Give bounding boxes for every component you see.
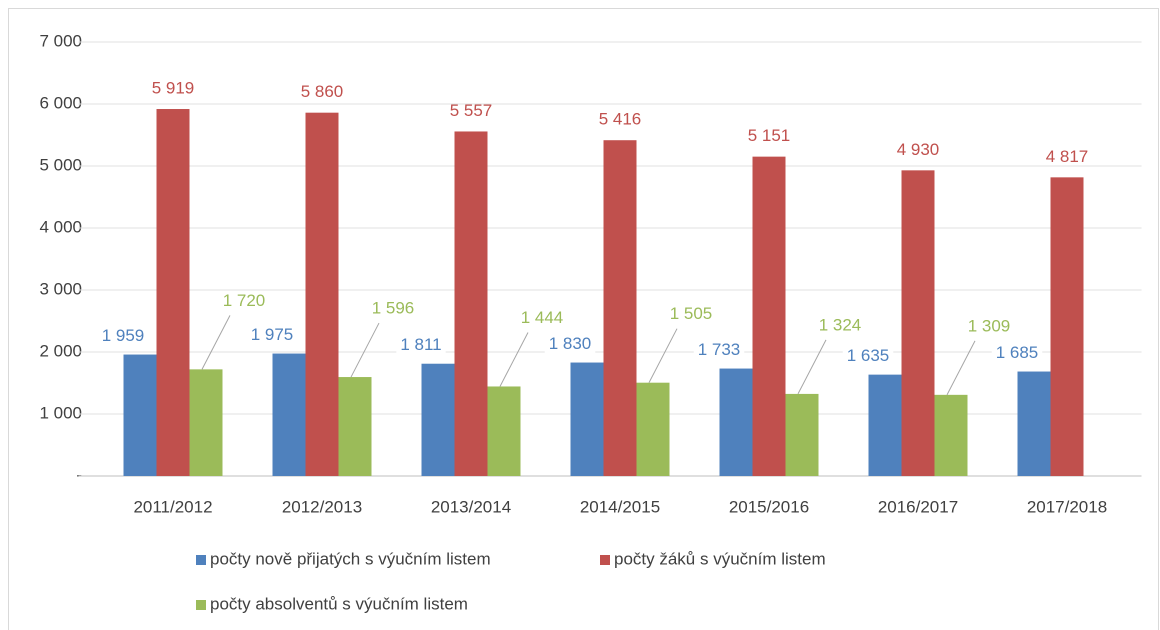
data-label: 5 416 — [599, 110, 642, 129]
data-label: 1 720 — [223, 291, 266, 310]
data-label: 1 685 — [996, 343, 1039, 362]
label-background — [246, 322, 298, 348]
bar — [719, 368, 753, 476]
data-label: 1 596 — [372, 299, 415, 318]
data-label: 1 505 — [670, 304, 713, 323]
bar — [785, 393, 819, 476]
bar — [454, 131, 488, 476]
legend-label: počty žáků s výučním listem — [614, 549, 826, 568]
chart-border — [8, 8, 1159, 630]
legend-swatch — [196, 555, 206, 565]
x-tick-label: 2011/2012 — [133, 497, 212, 516]
bar — [1017, 371, 1051, 476]
y-tick-label: 4 000 — [39, 217, 82, 236]
bar — [487, 386, 521, 476]
bar — [603, 140, 637, 476]
leader-line — [350, 322, 380, 378]
x-tick-label: 2014/2015 — [580, 497, 660, 516]
data-label: 1 733 — [698, 340, 741, 359]
label-background — [842, 343, 894, 369]
leader-line — [648, 328, 678, 383]
label-background — [693, 337, 745, 363]
leader-line — [499, 332, 529, 387]
label-background — [97, 323, 149, 349]
legend-swatch — [196, 600, 206, 610]
label-background — [991, 340, 1043, 366]
y-tick-label: 5 000 — [39, 155, 82, 174]
leader-line — [797, 339, 827, 395]
data-label: 5 557 — [450, 101, 493, 120]
x-tick-label: 2013/2014 — [431, 497, 511, 516]
x-tick-label: 2017/2018 — [1027, 497, 1107, 516]
label-background — [544, 331, 596, 357]
data-label: 4 817 — [1046, 147, 1089, 166]
y-tick-label: - — [76, 465, 82, 484]
label-background — [396, 332, 446, 358]
x-tick-label: 2016/2017 — [878, 497, 958, 516]
bar — [272, 353, 306, 476]
bar — [421, 363, 455, 476]
data-label: 4 930 — [897, 140, 940, 159]
data-label: 1 811 — [400, 335, 441, 354]
bar — [123, 354, 157, 476]
x-tick-label: 2012/2013 — [282, 497, 362, 516]
y-tick-label: 1 000 — [39, 403, 82, 422]
data-label: 5 919 — [152, 79, 195, 98]
y-tick-label: 3 000 — [39, 279, 82, 298]
y-tick-label: 6 000 — [39, 93, 82, 112]
data-label: 5 151 — [748, 126, 791, 145]
data-label: 1 444 — [521, 308, 564, 327]
bar — [868, 374, 902, 476]
y-tick-label: 7 000 — [39, 31, 82, 50]
data-label: 1 830 — [549, 334, 592, 353]
data-label: 1 309 — [968, 316, 1011, 335]
bar — [570, 362, 604, 476]
bar — [1050, 177, 1084, 476]
bar — [156, 109, 190, 476]
leader-line — [946, 340, 976, 396]
data-label: 1 959 — [102, 326, 145, 345]
leader-line — [201, 315, 231, 370]
legend-label: počty nově přijatých s výučním listem — [210, 549, 491, 568]
data-label: 1 324 — [819, 315, 862, 334]
bar — [305, 112, 339, 477]
bar — [636, 382, 670, 476]
data-label: 1 975 — [251, 325, 294, 344]
bar — [752, 156, 786, 476]
bar — [189, 369, 223, 476]
data-label: 5 860 — [301, 82, 344, 101]
data-label: 1 635 — [847, 346, 890, 365]
x-tick-label: 2015/2016 — [729, 497, 809, 516]
y-tick-label: 2 000 — [39, 341, 82, 360]
bar — [901, 170, 935, 476]
legend-swatch — [600, 555, 610, 565]
bar — [934, 394, 968, 476]
bar — [338, 377, 372, 476]
legend-label: počty absolventů s výučním listem — [210, 594, 468, 613]
